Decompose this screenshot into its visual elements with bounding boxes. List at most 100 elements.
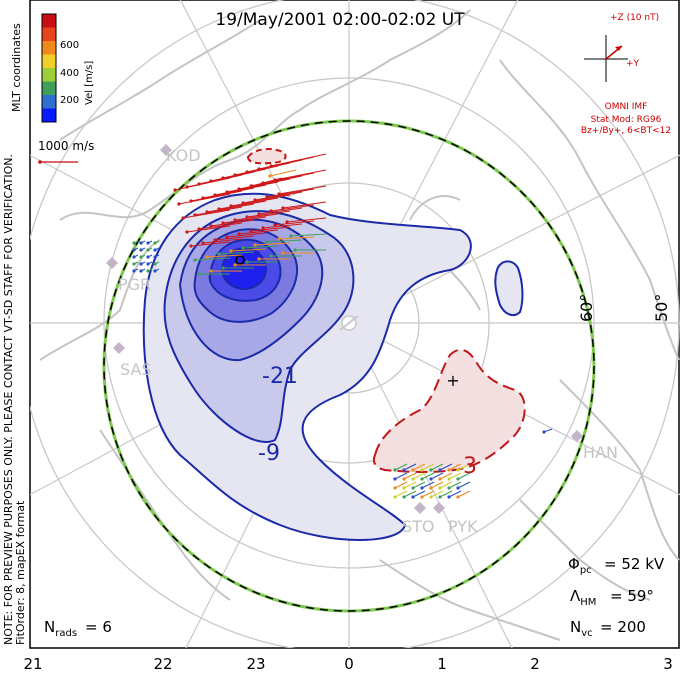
velocity-vector: [457, 472, 471, 480]
velocity-vector: [178, 193, 231, 205]
velocity-vector: [448, 481, 462, 489]
imf-arrowhead-icon: [615, 46, 622, 51]
colorbar-segment: [42, 68, 56, 82]
velocity-vector: [222, 216, 267, 224]
velocity-vector: [202, 187, 255, 199]
velocity-vector-origin: [153, 255, 157, 259]
velocity-vector-origin: [245, 170, 249, 174]
velocity-vector-origin: [146, 262, 150, 266]
velocity-vector-origin: [153, 248, 157, 252]
velocity-vector-origin: [201, 241, 205, 245]
radar-label-pyk: PYK: [448, 517, 478, 536]
mlt-label-1: 1: [437, 655, 447, 673]
velocity-vector-origin: [281, 251, 285, 255]
velocity-vector-origin: [269, 164, 273, 168]
velocity-vector: [448, 472, 462, 480]
velocity-vector: [214, 184, 267, 196]
velocity-vector-origin: [411, 486, 415, 490]
radar-label-sto: STO: [402, 517, 435, 536]
velocity-vector-origin: [438, 468, 442, 472]
mlt-label-2: 2: [530, 655, 540, 673]
velocity-vector: [457, 481, 471, 489]
velocity-vector-origin: [221, 266, 225, 270]
velocity-vector: [262, 223, 303, 229]
colorbar-tick-200: 200: [60, 95, 79, 106]
velocity-vector: [206, 203, 255, 213]
velocity-vector: [403, 472, 417, 480]
velocity-vector: [198, 222, 243, 230]
pole-marker-line: [339, 315, 359, 331]
velocity-vector: [182, 209, 231, 219]
velocity-vector: [286, 217, 327, 223]
velocity-vector-origin: [402, 468, 406, 472]
velocity-vector: [412, 472, 426, 480]
velocity-vector-origin: [132, 248, 136, 252]
velocity-vector-origin: [249, 229, 253, 233]
velocity-vector: [254, 242, 291, 246]
velocity-vector-origin: [153, 241, 157, 245]
colorbar-tick-600: 600: [60, 40, 79, 51]
velocity-vector: [412, 463, 426, 471]
velocity-vector-origin: [273, 223, 277, 227]
velocity-vector-origin: [447, 477, 451, 481]
velocity-vector: [270, 204, 315, 212]
velocity-vector: [206, 254, 243, 258]
velocity-vector: [412, 481, 426, 489]
velocity-vector-origin: [438, 477, 442, 481]
velocity-vector-origin: [456, 486, 460, 490]
imf-bz-label: +Z (10 nT): [610, 13, 659, 23]
velocity-vector-origin: [205, 255, 209, 259]
velocity-vector-origin: [265, 240, 269, 244]
velocity-vector-origin: [456, 468, 460, 472]
velocity-vector: [394, 481, 408, 489]
velocity-vector-origin: [429, 468, 433, 472]
contour-label-9: -9: [258, 441, 280, 466]
positive-small-cell: [246, 148, 287, 165]
imf-stat-model: Stat Mod: RG96: [591, 115, 662, 125]
velocity-vector: [282, 201, 327, 209]
velocity-vector: [270, 153, 327, 167]
velocity-vector-origin: [139, 255, 143, 259]
velocity-vector-origin: [193, 258, 197, 262]
velocity-vector-origin: [229, 249, 233, 253]
mlt-label-0: 0: [344, 655, 354, 673]
scale-vector-origin: [38, 160, 42, 164]
phi-pc-value: = 52 kV: [604, 555, 665, 573]
latitude-label-50: 50°: [652, 294, 671, 322]
velocity-vector-origin: [185, 185, 189, 189]
velocity-vector: [439, 472, 453, 480]
velocity-vector-origin: [213, 193, 217, 197]
velocity-colorbar: [41, 13, 57, 123]
velocity-vector: [218, 200, 267, 210]
velocity-vector-origin: [393, 477, 397, 481]
latitude-label-60: 60°: [577, 294, 596, 322]
velocity-vector-origin: [132, 269, 136, 273]
velocity-vector-origin: [420, 477, 424, 481]
velocity-vector: [421, 490, 435, 498]
velocity-vector: [430, 472, 444, 480]
velocity-vector: [190, 241, 231, 247]
velocity-vector-origin: [233, 263, 237, 267]
velocity-vector-origin: [139, 241, 143, 245]
velocity-vectors: [132, 153, 553, 499]
colorbar-segment: [42, 54, 56, 69]
velocity-vector: [234, 213, 279, 221]
velocity-vector-origin: [456, 495, 460, 499]
velocity-vector-origin: [289, 234, 293, 238]
velocity-vector-origin: [132, 241, 136, 245]
velocity-vector-origin: [241, 201, 245, 205]
velocity-vector: [214, 235, 255, 241]
contour-label-3: 3: [463, 454, 477, 479]
velocity-vector: [457, 490, 471, 498]
velocity-vector-origin: [456, 477, 460, 481]
velocity-vector-origin: [153, 269, 157, 273]
coordinate-system-label: MLT coordinates: [10, 23, 23, 112]
velocity-vector: [202, 238, 243, 244]
velocity-vector-origin: [197, 227, 201, 231]
velocity-vector-origin: [213, 238, 217, 242]
velocity-vector-origin: [189, 244, 193, 248]
colorbar-segment: [42, 81, 56, 96]
velocity-vector: [269, 169, 297, 177]
n-vc-value: = 200: [600, 618, 646, 636]
velocity-vector-origin: [245, 215, 249, 219]
